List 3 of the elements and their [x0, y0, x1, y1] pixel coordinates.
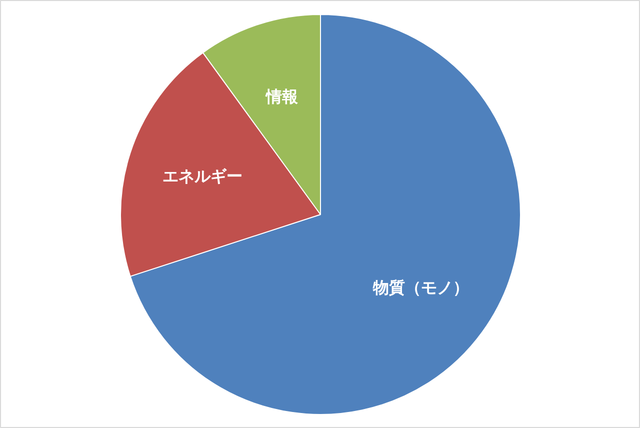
slice-label: 情報	[265, 87, 300, 106]
slice-label: 物質（モノ）	[372, 278, 469, 297]
slice-label: エネルギー	[162, 166, 243, 186]
